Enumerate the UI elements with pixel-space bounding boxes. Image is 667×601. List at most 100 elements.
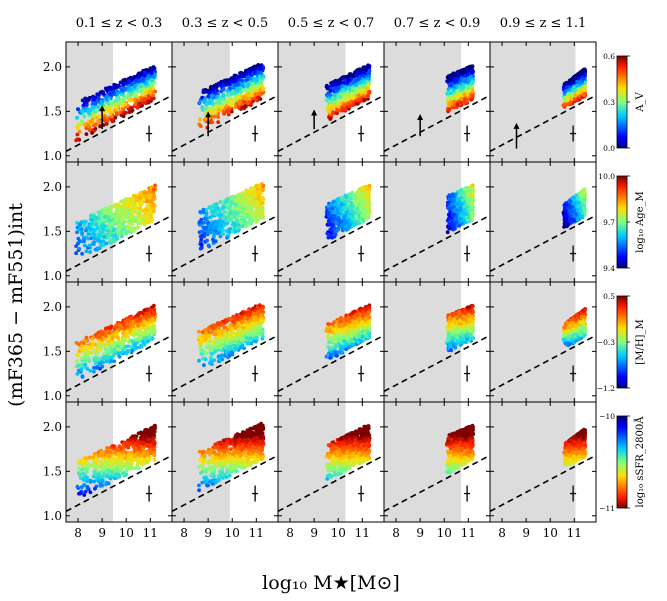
scatter-point [360,213,364,218]
scatter-point [121,86,126,91]
scatter-point [334,82,339,86]
scatter-point [355,206,360,211]
scatter-point [151,187,156,192]
scatter-point [346,217,351,222]
scatter-point [358,84,362,89]
scatter-point [332,215,337,219]
scatter-point [109,101,113,105]
scatter-point [462,92,466,97]
scatter-point [254,217,258,222]
scatter-point [113,115,118,120]
scatter-point [226,197,231,202]
scatter-point [249,191,254,196]
scatter-point [124,196,129,201]
scatter-point [132,215,137,220]
scatter-point [130,108,135,113]
scatter-point [462,97,467,102]
scatter-point [260,210,265,214]
scatter-point [564,95,569,100]
scatter-point [222,223,226,228]
scatter-point [143,207,148,212]
scatter-point [92,214,96,219]
scatter-point [454,72,458,77]
scatter-point [364,68,368,72]
scatter-point [366,83,371,88]
scatter-point [243,104,248,108]
scatter-point [80,119,84,123]
extinction-arrow-head [513,122,520,129]
scatter-point [259,201,264,206]
y-tick-label: 1.0 [43,269,62,283]
scatter-point [572,86,576,90]
scatter-point [109,211,114,216]
scatter-point [90,233,95,238]
scatter-point [220,200,225,205]
scatter-point [238,195,243,200]
scatter-point [125,215,129,220]
scatter-point [250,93,255,98]
scatter-point [365,196,369,200]
scatter-point [462,79,467,84]
scatter-point [232,73,237,78]
scatter-point [86,236,91,241]
extinction-arrow-head [205,111,212,118]
panel [277,161,385,283]
scatter-point [365,86,370,91]
scatter-point [115,101,119,106]
scatter-point [105,211,110,216]
scatter-point [239,220,243,225]
scatter-point [110,205,114,209]
scatter-point [241,206,245,211]
scatter-point [333,232,338,237]
scatter-point [134,78,139,83]
scatter-point [138,206,142,211]
scatter-point [563,102,567,107]
scatter-point [247,82,251,87]
scatter-point [326,233,331,238]
scatter-point [228,226,233,231]
scatter-point [215,94,219,99]
scatter-point [231,89,235,93]
scatter-point [96,105,101,109]
scatter-point [353,78,358,83]
scatter-point [341,107,345,112]
scatter-point [259,91,264,96]
scatter-point [580,80,584,84]
scatter-point [232,79,237,84]
scatter-point [151,202,155,207]
scatter-point [363,193,368,198]
scatter-point [459,70,464,75]
scatter-point [329,218,334,223]
scatter-point [141,197,146,202]
scatter-point [207,205,212,210]
scatter-point [83,108,88,113]
scatter-point [470,80,475,85]
scatter-point [208,225,213,230]
panel: 1.01.52.0 [43,161,173,283]
scatter-point [82,223,87,227]
scatter-point [470,96,474,101]
scatter-point [252,64,257,69]
scatter-point [198,210,203,214]
scatter-point [571,78,576,83]
scatter-point [205,238,210,243]
scatter-point [98,239,102,244]
scatter-point [115,97,120,102]
scatter-point [125,230,130,234]
scatter-point [151,93,155,98]
scatter-point [326,210,331,215]
scatter-point [355,71,360,75]
scatter-point [330,206,335,211]
scatter-point [342,103,346,108]
column-title: 0.7 ≤ z < 0.9 [394,16,481,31]
scatter-point [131,229,136,233]
scatter-point [101,90,106,95]
scatter-point [336,227,341,232]
panel [171,161,279,283]
scatter-point [363,80,367,85]
scatter-point [343,213,347,218]
scatter-point [96,210,101,215]
scatter-point [446,79,451,84]
scatter-point [340,198,345,202]
scatter-point [112,108,117,113]
